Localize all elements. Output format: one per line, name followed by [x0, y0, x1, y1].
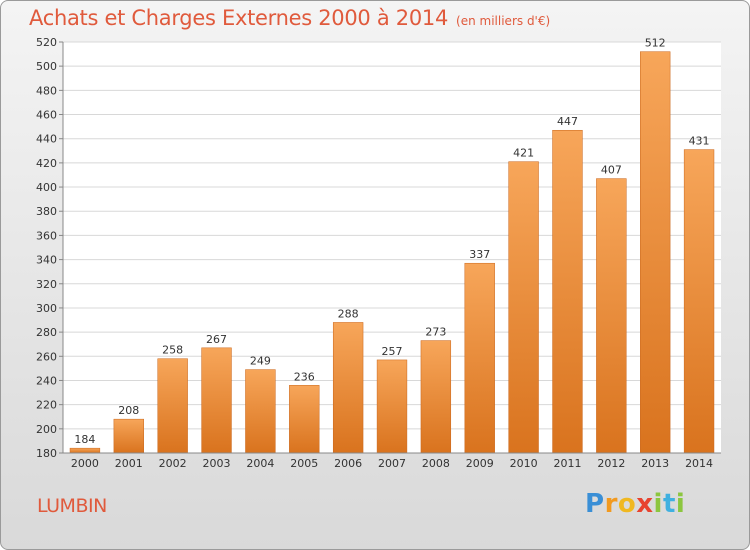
- chart-title-text: Achats et Charges Externes 2000 à 2014: [29, 6, 449, 30]
- x-tick-label: 2001: [115, 457, 143, 470]
- y-tick-label: 460: [36, 109, 57, 122]
- bar-2001: [113, 418, 144, 454]
- data-label-2012: 407: [601, 164, 622, 177]
- x-tick-label: 2003: [203, 457, 231, 470]
- x-tick-label: 2002: [159, 457, 187, 470]
- y-tick-label: 340: [36, 254, 57, 267]
- x-tick-label: 2000: [71, 457, 99, 470]
- x-tick-label: 2011: [553, 457, 581, 470]
- bar-2010: [508, 161, 539, 454]
- data-label-2014: 431: [689, 135, 710, 148]
- y-tick-label: 280: [36, 326, 57, 339]
- x-tick-label: 2009: [466, 457, 494, 470]
- bar-2003: [201, 347, 232, 454]
- bar-2004: [245, 369, 276, 454]
- y-tick-label: 420: [36, 157, 57, 170]
- data-label-2003: 267: [206, 333, 227, 346]
- x-tick-label: 2013: [641, 457, 669, 470]
- bar-2002: [157, 358, 188, 454]
- y-tick-label: 440: [36, 133, 57, 146]
- y-axis: 180 200 220 240 260 280 300 320 340 360 380 400 420 4…: [36, 36, 63, 460]
- bar-2007: [376, 359, 408, 454]
- data-label-2011: 447: [557, 115, 578, 128]
- y-tick-label: 500: [36, 60, 57, 73]
- x-axis: 2000 2001 2002 2003 2004 2005 2006 2007 2008 2009…: [71, 457, 713, 470]
- chart-subtitle: (en milliers d'€): [456, 14, 551, 28]
- data-labels: 184 208 258 267 249 236 288 257 273 337 421 447 407 5…: [74, 37, 709, 446]
- logo-letter: t: [662, 489, 676, 519]
- data-label-2013: 512: [645, 37, 666, 50]
- y-tick-label: 180: [36, 447, 57, 460]
- x-tick-label: 2004: [246, 457, 274, 470]
- y-tick-label: 400: [36, 181, 57, 194]
- bar-2006: [332, 322, 364, 454]
- x-tick-label: 2010: [510, 457, 538, 470]
- y-tick-label: 480: [36, 84, 57, 97]
- commune-name: LUMBIN: [37, 495, 107, 517]
- y-tick-label: 260: [36, 350, 57, 363]
- y-tick-label: 360: [36, 229, 57, 242]
- y-tick-label: 240: [36, 374, 57, 387]
- x-tick-label: 2006: [334, 457, 362, 470]
- proxiti-logo: Proxiti: [585, 489, 685, 519]
- x-tick-label: 2007: [378, 457, 406, 470]
- logo-letter: o: [617, 489, 637, 519]
- data-label-2009: 337: [469, 248, 490, 261]
- bars: [69, 51, 715, 454]
- y-tick-label: 300: [36, 302, 57, 315]
- data-label-2002: 258: [162, 344, 183, 357]
- bar-2000: [69, 447, 101, 454]
- data-label-2000: 184: [74, 433, 95, 446]
- y-tick-label: 220: [36, 399, 57, 412]
- y-tick-label: 380: [36, 205, 57, 218]
- logo-letter: x: [636, 489, 654, 519]
- y-tick-label: 200: [36, 423, 57, 436]
- bar-2008: [420, 340, 452, 454]
- bar-2005: [289, 385, 320, 454]
- bar-2011: [552, 129, 583, 454]
- x-tick-label: 2008: [422, 457, 450, 470]
- bar-2014: [683, 149, 715, 454]
- y-tick-label: 520: [36, 36, 57, 49]
- bar-2013: [640, 51, 671, 454]
- x-tick-label: 2005: [290, 457, 318, 470]
- data-label-2004: 249: [250, 355, 271, 368]
- data-label-2007: 257: [382, 345, 403, 358]
- logo-letter: r: [604, 489, 618, 519]
- x-tick-label: 2014: [685, 457, 713, 470]
- data-label-2001: 208: [118, 404, 139, 417]
- data-label-2005: 236: [294, 370, 315, 383]
- bar-2009: [464, 262, 495, 454]
- logo-letter: i: [653, 489, 663, 519]
- data-label-2010: 421: [513, 147, 534, 160]
- logo-letter: i: [675, 489, 686, 519]
- y-tick-label: 320: [36, 278, 57, 291]
- x-tick-label: 2012: [597, 457, 625, 470]
- data-label-2008: 273: [425, 326, 446, 339]
- bar-2012: [596, 178, 627, 454]
- data-label-2006: 288: [338, 307, 359, 320]
- chart-title: Achats et Charges Externes 2000 à 2014 (e…: [29, 6, 550, 30]
- logo-letter: P: [585, 489, 605, 519]
